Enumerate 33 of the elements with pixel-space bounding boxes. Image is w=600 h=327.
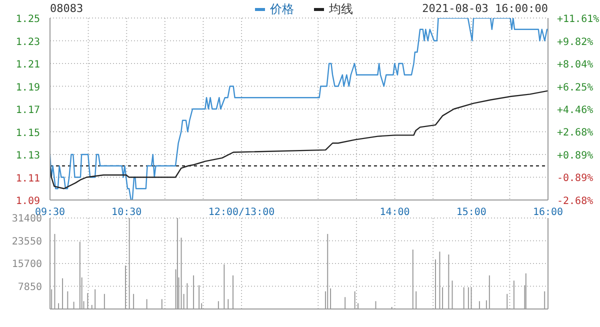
y-tick-label: 1.13 bbox=[16, 150, 40, 162]
y-tick-label: 1.15 bbox=[16, 128, 40, 139]
line-series bbox=[50, 18, 548, 200]
y2-tick-label: +11.61% bbox=[557, 14, 600, 25]
x-tick-label: 14:00 bbox=[380, 207, 410, 218]
y-tick-label: 1.25 bbox=[16, 14, 40, 25]
y-tick-label: 15700 bbox=[12, 259, 42, 270]
legend-label: 价格 bbox=[270, 1, 294, 18]
text: 2021-08-03 16:00:00 bbox=[422, 2, 548, 15]
x-tick-label: 12:00/13:00 bbox=[208, 207, 275, 218]
y-tick-label: 7850 bbox=[18, 282, 42, 293]
y2-tick-label: +2.68% bbox=[557, 128, 594, 139]
y-tick-label: 1.17 bbox=[16, 105, 40, 116]
legend-label: 均线 bbox=[329, 1, 353, 18]
chart-title: 08083 bbox=[50, 2, 84, 15]
y2-tick-label: +9.82% bbox=[557, 36, 594, 48]
x-tick-label: 16:00 bbox=[532, 207, 564, 218]
y-tick-label: 1.21 bbox=[16, 60, 40, 70]
line-series bbox=[50, 90, 548, 190]
y2-tick-label: +8.04% bbox=[557, 59, 594, 70]
y2-tick-label: +6.25% bbox=[557, 82, 594, 94]
y-tick-label: 1.11 bbox=[16, 173, 40, 184]
x-tick-label: 10:30 bbox=[112, 207, 142, 218]
y2-tick-label: +0.89% bbox=[557, 150, 594, 162]
y2-tick-label: +4.46% bbox=[557, 105, 594, 116]
y-tick-label: 31400 bbox=[12, 214, 42, 225]
y-tick-label: 1.23 bbox=[16, 36, 40, 48]
y-tick-label: 1.09 bbox=[16, 196, 40, 207]
x-tick-label: 15:00 bbox=[456, 207, 486, 218]
y2-tick-label: -2.68% bbox=[557, 196, 594, 207]
y-tick-label: 1.19 bbox=[16, 82, 40, 94]
y2-tick-label: -0.89% bbox=[557, 173, 594, 184]
y-tick-label: 23550 bbox=[12, 236, 42, 248]
